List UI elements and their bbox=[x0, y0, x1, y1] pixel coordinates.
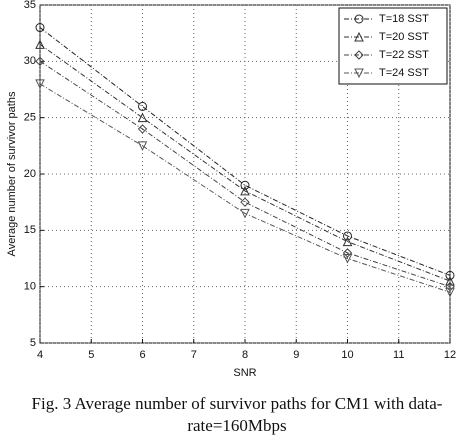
caption: rate=160Mbps bbox=[187, 416, 286, 435]
marker bbox=[137, 112, 148, 123]
marker bbox=[240, 208, 250, 219]
x-tick-label: 10 bbox=[341, 349, 353, 361]
x-axis-label: SNR bbox=[233, 367, 256, 379]
y-tick-label: 30 bbox=[24, 55, 36, 67]
marker bbox=[240, 185, 250, 196]
marker bbox=[343, 231, 352, 241]
series-line bbox=[39, 60, 451, 288]
y-tick-label: 5 bbox=[30, 337, 36, 349]
x-tick-label: 5 bbox=[88, 349, 94, 361]
marker bbox=[354, 50, 364, 60]
legend-box bbox=[338, 7, 448, 85]
marker bbox=[138, 101, 147, 111]
y-tick-label: 15 bbox=[24, 224, 36, 236]
marker bbox=[354, 31, 364, 42]
marker bbox=[445, 281, 455, 292]
x-tick-label: 11 bbox=[393, 349, 404, 361]
legend-label: T=22 SST bbox=[379, 49, 429, 61]
x-tick-label: 7 bbox=[191, 349, 197, 361]
y-tick-label: 20 bbox=[24, 168, 36, 180]
marker bbox=[354, 68, 364, 79]
x-tick-label: 12 bbox=[444, 349, 456, 361]
y-axis-label: Average number of survivor paths bbox=[6, 91, 18, 256]
caption: Fig. 3 Average number of survivor paths … bbox=[32, 394, 443, 413]
marker bbox=[445, 287, 455, 298]
legend-label: T=18 SST bbox=[379, 13, 429, 25]
marker bbox=[137, 141, 148, 151]
marker bbox=[35, 23, 45, 33]
x-tick-label: 9 bbox=[293, 349, 299, 361]
legend-label: T=24 SST bbox=[379, 67, 429, 79]
marker bbox=[342, 236, 353, 247]
marker bbox=[240, 197, 250, 207]
y-tick-label: 25 bbox=[24, 112, 36, 124]
series-line bbox=[39, 44, 451, 282]
marker bbox=[342, 248, 353, 258]
marker bbox=[342, 254, 353, 264]
series-line bbox=[39, 83, 451, 293]
marker bbox=[35, 56, 45, 67]
y-tick-label: 35 bbox=[24, 0, 36, 11]
marker bbox=[240, 180, 250, 190]
marker bbox=[35, 39, 45, 49]
y-tick-label: 10 bbox=[24, 281, 36, 293]
marker bbox=[35, 79, 45, 89]
x-tick-label: 4 bbox=[37, 349, 43, 361]
marker bbox=[445, 275, 455, 286]
x-tick-label: 8 bbox=[242, 349, 248, 361]
marker bbox=[354, 14, 364, 24]
marker bbox=[137, 124, 148, 134]
marker bbox=[445, 270, 455, 280]
x-tick-label: 6 bbox=[139, 349, 145, 361]
legend-label: T=20 SST bbox=[379, 31, 429, 43]
